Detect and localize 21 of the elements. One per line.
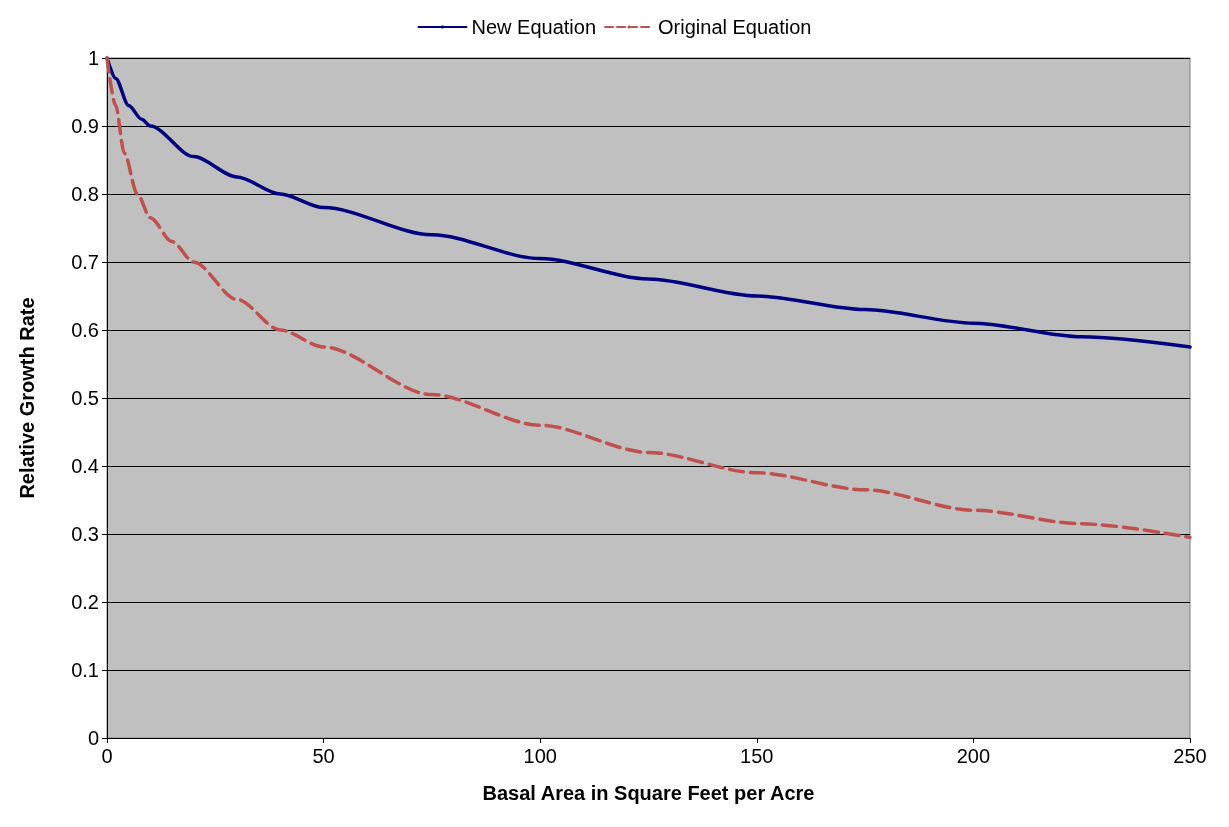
x-tick-label: 200 bbox=[956, 745, 991, 767]
y-axis-title: Relative Growth Rate bbox=[16, 297, 38, 499]
y-tick-label: 0.7 bbox=[71, 251, 99, 273]
x-tick-label: 250 bbox=[1173, 745, 1207, 767]
x-tick-label: 50 bbox=[312, 745, 335, 767]
y-tick-label: 0.9 bbox=[71, 115, 99, 137]
y-tick-label: 0.2 bbox=[71, 591, 99, 613]
y-tick-label: 0.1 bbox=[71, 659, 99, 681]
y-tick-label: 0.4 bbox=[71, 455, 99, 477]
y-tick-label: 0 bbox=[87, 727, 99, 749]
x-tick-label: 0 bbox=[101, 745, 113, 767]
y-tick-label: 0.5 bbox=[71, 387, 99, 409]
y-tick-label: 0.3 bbox=[71, 523, 99, 545]
x-tick-label: 100 bbox=[523, 745, 557, 767]
y-tick-label: 1 bbox=[87, 47, 99, 69]
y-tick-label: 0.6 bbox=[71, 319, 99, 341]
legend-label: Original Equation bbox=[658, 16, 812, 38]
x-axis-title: Basal Area in Square Feet per Acre bbox=[482, 782, 815, 804]
legend-label: New Equation bbox=[471, 16, 597, 38]
y-tick-label: 0.8 bbox=[71, 183, 99, 205]
x-tick-label: 150 bbox=[740, 745, 774, 767]
